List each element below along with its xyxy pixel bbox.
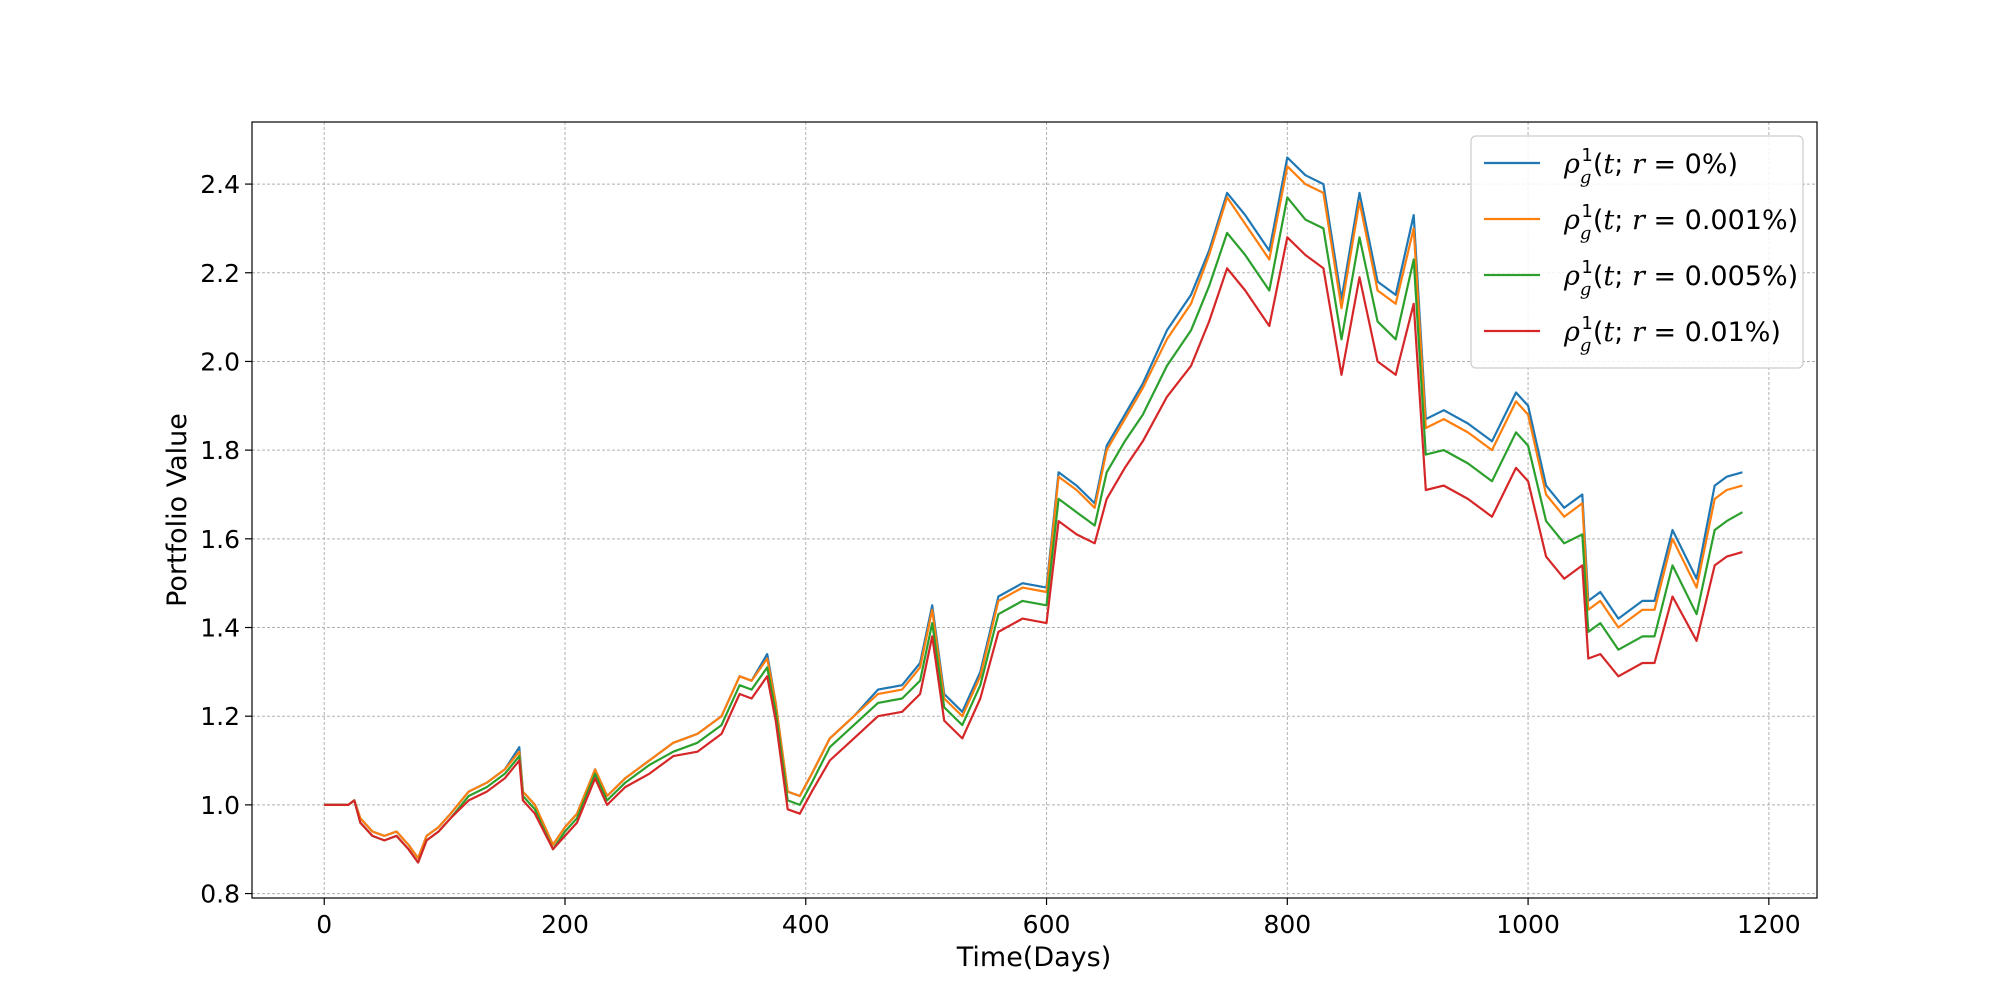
- legend-label-4: ρg1(t; r = 0.01%): [1563, 313, 1781, 356]
- plot-frame: [251, 121, 1818, 899]
- y-tick-label: 1.8: [200, 436, 240, 465]
- grid: [252, 122, 1817, 898]
- series-layer: [324, 156, 1743, 864]
- y-tick-label: 1.2: [200, 702, 240, 731]
- y-tick-label: 1.6: [200, 525, 240, 554]
- y-tick-label: 0.8: [200, 880, 240, 909]
- legend-label-1: ρg1(t; r = 0%): [1563, 145, 1738, 188]
- legend-box: [1470, 135, 1804, 369]
- y-tick-label: 2.4: [200, 170, 240, 199]
- x-axis: 0 200 400 600 800 1000 1200: [316, 898, 1801, 939]
- series-line-4: [324, 236, 1743, 864]
- x-tick-label: 400: [782, 910, 830, 939]
- legend: ρg1(t; r = 0%) ρg1(t; r = 0.001%) ρg1(t; r…: [1470, 135, 1804, 369]
- x-axis-label: Time(Days): [956, 942, 1112, 973]
- x-tick-label: 800: [1263, 910, 1311, 939]
- x-tick-label: 600: [1023, 910, 1071, 939]
- legend-label-3: ρg1(t; r = 0.005%): [1563, 257, 1798, 300]
- y-axis-label: Portfolio Value: [162, 413, 193, 607]
- series-line-2: [324, 165, 1743, 860]
- y-tick-label: 2.0: [200, 347, 240, 376]
- legend-label-2: ρg1(t; r = 0.001%): [1563, 201, 1798, 244]
- x-tick-label: 200: [541, 910, 589, 939]
- y-tick-label: 1.4: [200, 614, 240, 643]
- y-axis: 0.8 1.0 1.2 1.4 1.6 1.8 2.0 2.2 2.4: [200, 170, 252, 909]
- x-tick-label: 0: [316, 910, 332, 939]
- x-tick-label: 1200: [1737, 910, 1801, 939]
- y-tick-label: 2.2: [200, 259, 240, 288]
- x-tick-label: 1000: [1496, 910, 1560, 939]
- y-tick-label: 1.0: [200, 791, 240, 820]
- series-line-3: [324, 196, 1743, 864]
